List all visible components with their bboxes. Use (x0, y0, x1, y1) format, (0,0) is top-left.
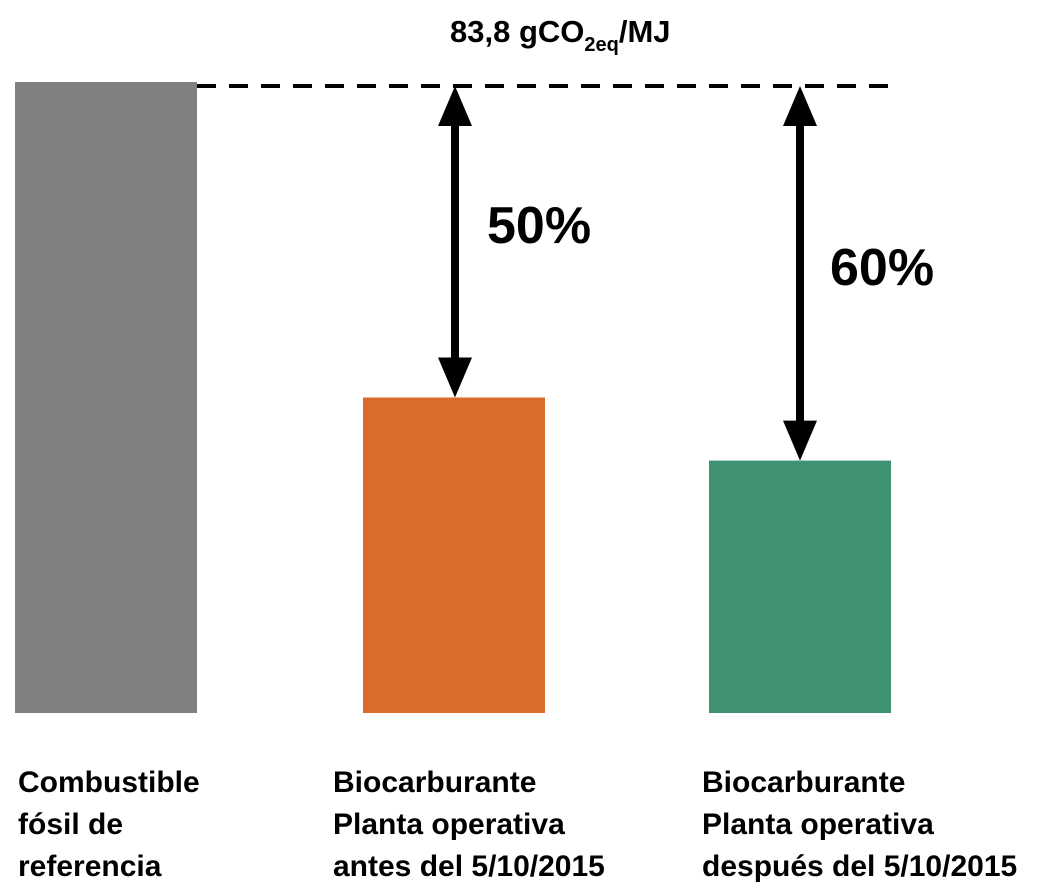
bar-fossil-fuel (15, 82, 197, 713)
reduction-arrow-60 (783, 86, 817, 461)
category-label-fossil: Combustible fósil de referencia (18, 762, 200, 888)
bar-biofuel-before (363, 398, 545, 714)
reference-value-label: 83,8 gCO2eq/MJ (450, 14, 671, 50)
category-label-biofuel-after: Biocarburante Planta operativa después d… (702, 762, 1017, 888)
bar-biofuel-after (709, 461, 891, 713)
category-label-biofuel-before: Biocarburante Planta operativa antes del… (333, 762, 605, 888)
reduction-arrow-50 (438, 86, 472, 398)
reduction-label-50: 50% (487, 196, 591, 256)
reduction-label-60: 60% (830, 238, 934, 298)
